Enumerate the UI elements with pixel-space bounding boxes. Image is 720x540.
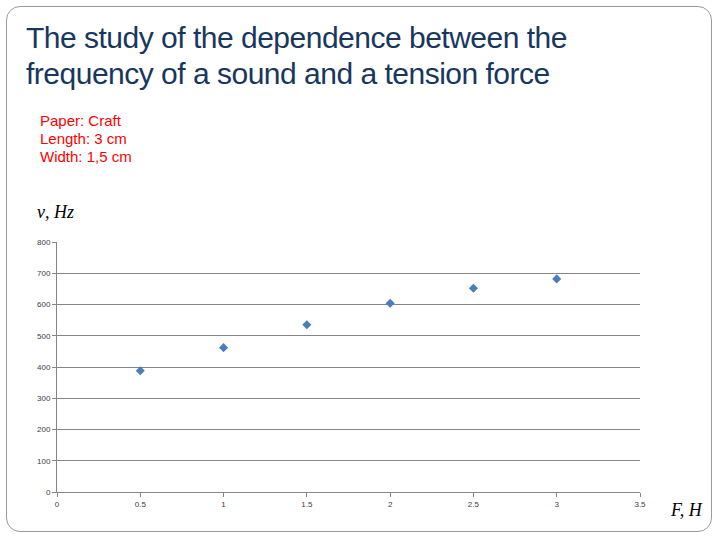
html-text:The study of the dependence be: The study of the dependence between the …: [26, 21, 567, 90]
html-text:Length: 3 cm: Length: 3 cm: [40, 130, 127, 147]
svg-text:500: 500: [37, 332, 51, 341]
svg-text:2.5: 2.5: [468, 500, 480, 509]
svg-text:0: 0: [46, 488, 51, 497]
svg-text:800: 800: [37, 238, 51, 247]
svg-text:3: 3: [554, 500, 559, 509]
svg-text:700: 700: [37, 269, 51, 278]
svg-text:2: 2: [388, 500, 393, 509]
svg-text:0.5: 0.5: [135, 500, 147, 509]
svg-text:1: 1: [221, 500, 226, 509]
svg-text:200: 200: [37, 425, 51, 434]
html-text:Paper: Craft: Paper: Craft: [40, 112, 121, 129]
html-text:Width: 1,5 cm: Width: 1,5 cm: [40, 148, 132, 165]
svg-text:1.5: 1.5: [301, 500, 313, 509]
svg-text:3.5: 3.5: [634, 500, 646, 509]
svg-text:300: 300: [37, 394, 51, 403]
svg-text:ν, Hz: ν, Hz: [37, 202, 74, 222]
svg-text:600: 600: [37, 300, 51, 309]
svg-text:400: 400: [37, 363, 51, 372]
svg-text:F, H: F, H: [670, 500, 703, 520]
svg-text:100: 100: [37, 457, 51, 466]
svg-text:0: 0: [55, 500, 60, 509]
